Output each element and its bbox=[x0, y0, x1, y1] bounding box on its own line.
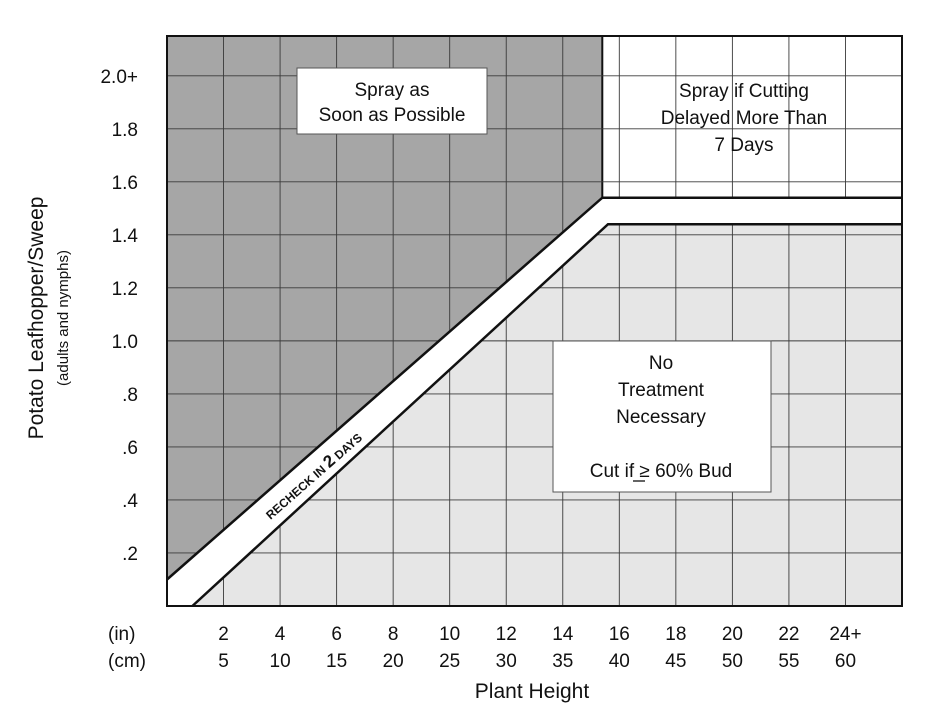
y-tick-label-9: 2.0+ bbox=[100, 67, 138, 88]
x-unit-label-in: (in) bbox=[108, 624, 135, 645]
x-tick-label-cm-7: 40 bbox=[609, 651, 630, 672]
spray-now-label-line-0: Spray as bbox=[355, 80, 430, 101]
y-tick-label-4: 1.0 bbox=[112, 332, 138, 353]
recheck-band-upper-line bbox=[166, 196, 902, 581]
x-tick-label-in-11: 24+ bbox=[829, 624, 861, 645]
spray-if-delayed-label-line-2: 7 Days bbox=[714, 135, 773, 156]
x-tick-label-in-10: 22 bbox=[778, 624, 799, 645]
y-axis-subtitle: (adults and nymphs) bbox=[55, 250, 72, 386]
x-tick-label-cm-10: 55 bbox=[778, 651, 799, 672]
x-tick-label-in-0: 2 bbox=[218, 624, 229, 645]
spray-now-label-box bbox=[296, 67, 488, 135]
plot-frame bbox=[166, 35, 903, 607]
x-axis-title: Plant Height bbox=[475, 680, 590, 703]
x-tick-label-in-3: 8 bbox=[388, 624, 399, 645]
x-tick-label-cm-1: 10 bbox=[270, 651, 291, 672]
x-tick-label-in-1: 4 bbox=[275, 624, 286, 645]
x-tick-label-cm-6: 35 bbox=[552, 651, 573, 672]
no-treatment-label-line-2: Necessary bbox=[616, 407, 706, 428]
y-tick-labels: .2 .4 .6 .8 1.0 1.2 1.4 1.6 1.8 2.0+ bbox=[100, 67, 138, 565]
x-tick-label-in-7: 16 bbox=[609, 624, 630, 645]
y-tick-label-3: .8 bbox=[122, 385, 138, 406]
x-tick-label-cm-8: 45 bbox=[665, 651, 686, 672]
x-tick-label-cm-2: 15 bbox=[326, 651, 347, 672]
x-tick-label-cm-5: 30 bbox=[496, 651, 517, 672]
spray-if-delayed-label-line-0: Spray if Cutting bbox=[679, 81, 809, 102]
recheck-band bbox=[167, 197, 902, 606]
no-treatment-label-box bbox=[552, 340, 772, 493]
y-tick-label-1: .4 bbox=[122, 491, 138, 512]
no-treatment-label-line-0: No bbox=[649, 353, 673, 374]
spray-if-delayed-label-line-1: Delayed More Than bbox=[661, 108, 828, 129]
x-tick-label-cm-3: 20 bbox=[383, 651, 404, 672]
y-tick-label-0: .2 bbox=[122, 544, 138, 565]
x-unit-label-cm: (cm) bbox=[108, 651, 146, 672]
x-tick-label-in-8: 18 bbox=[665, 624, 686, 645]
zone-labels-layer: Spray as Soon as Possible Spray if Cutting… bbox=[296, 67, 828, 493]
x-tick-label-cm-9: 50 bbox=[722, 651, 743, 672]
y-axis-title: Potato Leafhopper/Sweep bbox=[25, 197, 48, 440]
y-tick-label-2: .6 bbox=[122, 438, 138, 459]
x-tick-label-in-2: 6 bbox=[331, 624, 342, 645]
y-tick-label-6: 1.4 bbox=[112, 226, 139, 247]
x-tick-labels: 2541061582010251230143516401845205022552… bbox=[218, 624, 861, 672]
y-tick-label-7: 1.6 bbox=[112, 173, 138, 194]
y-tick-label-5: 1.2 bbox=[112, 279, 138, 300]
x-tick-label-in-4: 10 bbox=[439, 624, 460, 645]
no-treatment-label-line-1: Treatment bbox=[618, 380, 705, 401]
x-tick-label-cm-0: 5 bbox=[218, 651, 229, 672]
x-tick-label-cm-11: 60 bbox=[835, 651, 856, 672]
x-tick-label-in-6: 14 bbox=[552, 624, 574, 645]
x-tick-label-in-5: 12 bbox=[496, 624, 517, 645]
y-tick-label-8: 1.8 bbox=[112, 120, 138, 141]
x-tick-label-in-9: 20 bbox=[722, 624, 743, 645]
recheck-band-lower-line bbox=[191, 222, 902, 607]
cut-note-label: Cut if ≥ 60% Bud bbox=[590, 461, 732, 482]
zone-spray-now-area bbox=[167, 36, 603, 580]
x-tick-label-cm-4: 25 bbox=[439, 651, 460, 672]
spray-now-label-line-1: Soon as Possible bbox=[319, 105, 466, 126]
